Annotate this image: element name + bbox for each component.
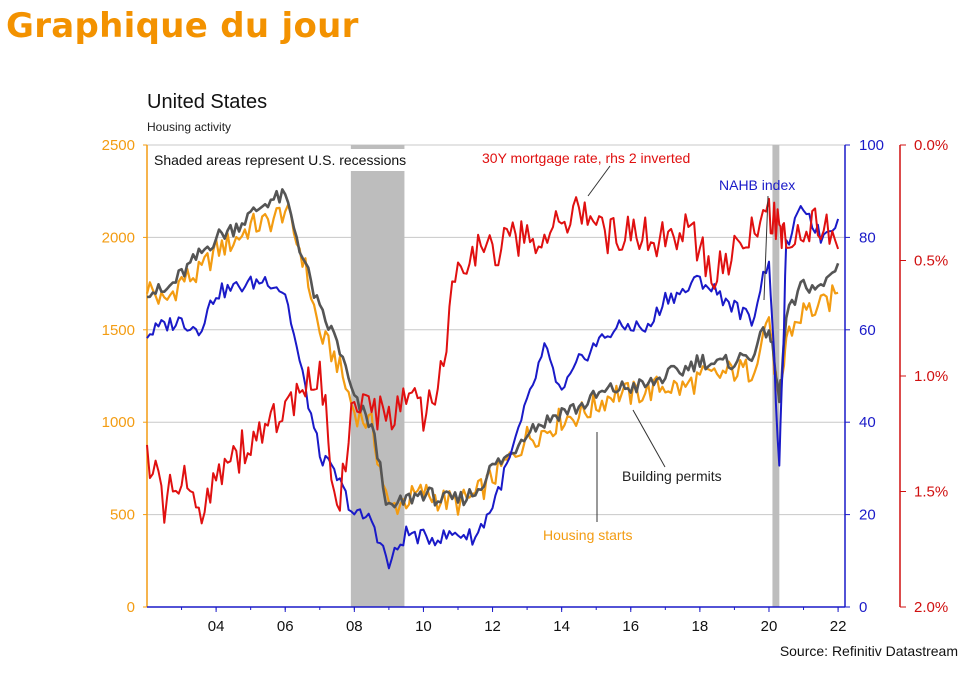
x-tick-label-5: 14 xyxy=(553,618,570,635)
leader-building-permits xyxy=(632,409,666,468)
series-line-housing-starts xyxy=(145,203,839,516)
right1-tick-label-2: 40 xyxy=(859,414,876,431)
x-tick-label-7: 18 xyxy=(692,618,709,635)
left-tick-label-0: 0 xyxy=(127,599,135,616)
series-line-nahb-index xyxy=(146,205,840,570)
x-tick-label-9: 22 xyxy=(830,618,847,635)
series-line-30y-mortgage-rate-rhs-2-inverted xyxy=(146,196,840,525)
x-tick-label-0: 04 xyxy=(208,618,225,635)
right1-tick-label-3: 60 xyxy=(859,322,876,339)
series-lines xyxy=(145,188,840,570)
right1-tick-label-0: 0 xyxy=(859,599,867,616)
gridlines xyxy=(147,144,845,516)
x-tick-label-2: 08 xyxy=(346,618,363,635)
chart-title: United States xyxy=(147,91,267,113)
x-tick-label-6: 16 xyxy=(622,618,639,635)
axes: 0 500 1000 1500 2000 2500 0 20 40 60 80 100 0.0% 0.5%… xyxy=(102,137,949,635)
right1-tick-label-1: 20 xyxy=(859,507,876,524)
right2-tick-label-1: 0.5% xyxy=(914,253,948,270)
right1-tick-label-4: 80 xyxy=(859,229,876,246)
right2-tick-label-0: 0.0% xyxy=(914,137,948,154)
annotation-nahb: NAHB index xyxy=(719,177,795,193)
right2-tick-label-3: 1.5% xyxy=(914,484,948,501)
leader-mortgage-rate xyxy=(587,165,611,197)
recession-note: Shaded areas represent U.S. recessions xyxy=(154,152,406,168)
page-header: Graphique du jour xyxy=(6,6,359,46)
x-tick-label-1: 06 xyxy=(277,618,294,635)
x-tick-label-8: 20 xyxy=(761,618,778,635)
right2-tick-label-2: 1.0% xyxy=(914,368,948,385)
recession-band-0 xyxy=(350,145,405,607)
note-background xyxy=(150,149,480,171)
chart-subtitle: Housing activity xyxy=(147,120,231,134)
annotation-housing-starts: Housing starts xyxy=(543,527,632,543)
left-tick-label-3: 1500 xyxy=(102,322,135,339)
left-tick-label-4: 2000 xyxy=(102,229,135,246)
right2-tick-label-4: 2.0% xyxy=(914,599,948,616)
source-note: Source: Refinitiv Datastream xyxy=(780,643,958,659)
left-tick-label-1: 500 xyxy=(110,507,135,524)
left-tick-label-2: 1000 xyxy=(102,414,135,431)
x-tick-label-4: 12 xyxy=(484,618,501,635)
chart-text: United States Housing activity Shaded area… xyxy=(147,91,958,659)
x-tick-label-3: 10 xyxy=(415,618,432,635)
series-line-building-permits xyxy=(146,188,840,509)
leader-nahb xyxy=(763,195,769,301)
annotation-building-permits: Building permits xyxy=(622,468,722,484)
left-tick-label-5: 2500 xyxy=(102,137,135,154)
right1-tick-label-5: 100 xyxy=(859,137,884,154)
annotation-mortgage-rate: 30Y mortgage rate, rhs 2 inverted xyxy=(482,150,690,166)
